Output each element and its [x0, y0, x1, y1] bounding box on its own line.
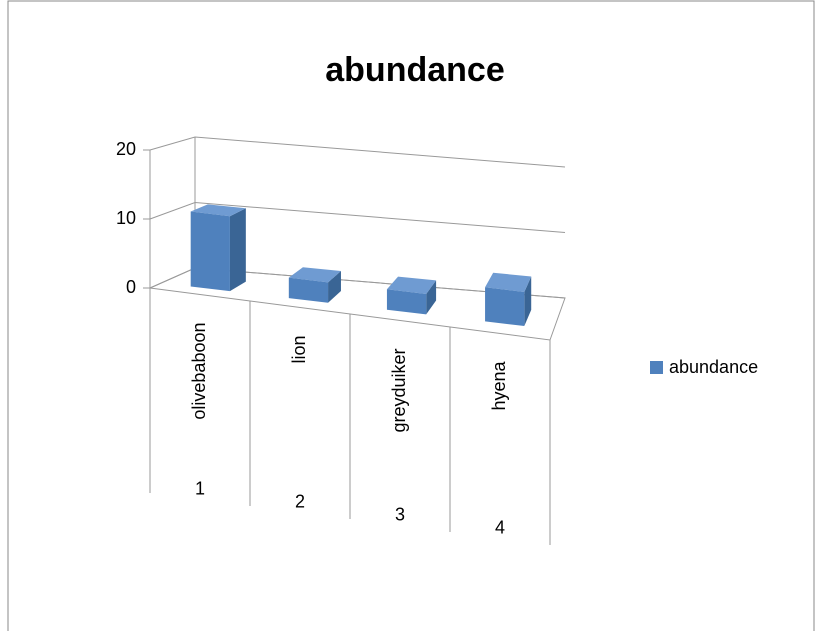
bar-side	[426, 280, 437, 315]
y-tick-label: 0	[126, 277, 136, 297]
bar-top	[386, 276, 437, 294]
chart-frame	[7, 0, 815, 631]
bar-top	[190, 204, 246, 217]
bar-side	[524, 276, 532, 327]
x-group-label: 4	[495, 517, 505, 537]
bar-front	[288, 277, 329, 303]
bar	[190, 204, 246, 292]
grid-line	[149, 136, 566, 168]
bar	[386, 276, 437, 315]
bar-front	[190, 211, 230, 292]
x-tick-label: greyduiker	[389, 349, 409, 433]
y-tick-label: 20	[116, 139, 136, 159]
bar-side	[229, 208, 246, 292]
bar	[485, 272, 532, 327]
bar-front	[386, 289, 427, 315]
x-group-label: 1	[195, 478, 205, 498]
legend-label: abundance	[669, 357, 758, 377]
chart-title: abundance	[325, 51, 504, 89]
x-group-label: 3	[395, 504, 405, 524]
x-group-label: 2	[295, 491, 305, 511]
legend-swatch	[650, 361, 663, 374]
bar-top	[485, 272, 532, 292]
x-tick-label: hyena	[489, 361, 509, 411]
bar-top	[288, 267, 341, 283]
bar-front	[485, 287, 525, 327]
grid-line	[149, 201, 566, 233]
x-tick-label: olivebaboon	[189, 323, 209, 420]
bar-side	[328, 271, 341, 303]
y-tick-label: 10	[116, 208, 136, 228]
x-tick-label: lion	[289, 336, 309, 364]
bar	[288, 267, 341, 303]
